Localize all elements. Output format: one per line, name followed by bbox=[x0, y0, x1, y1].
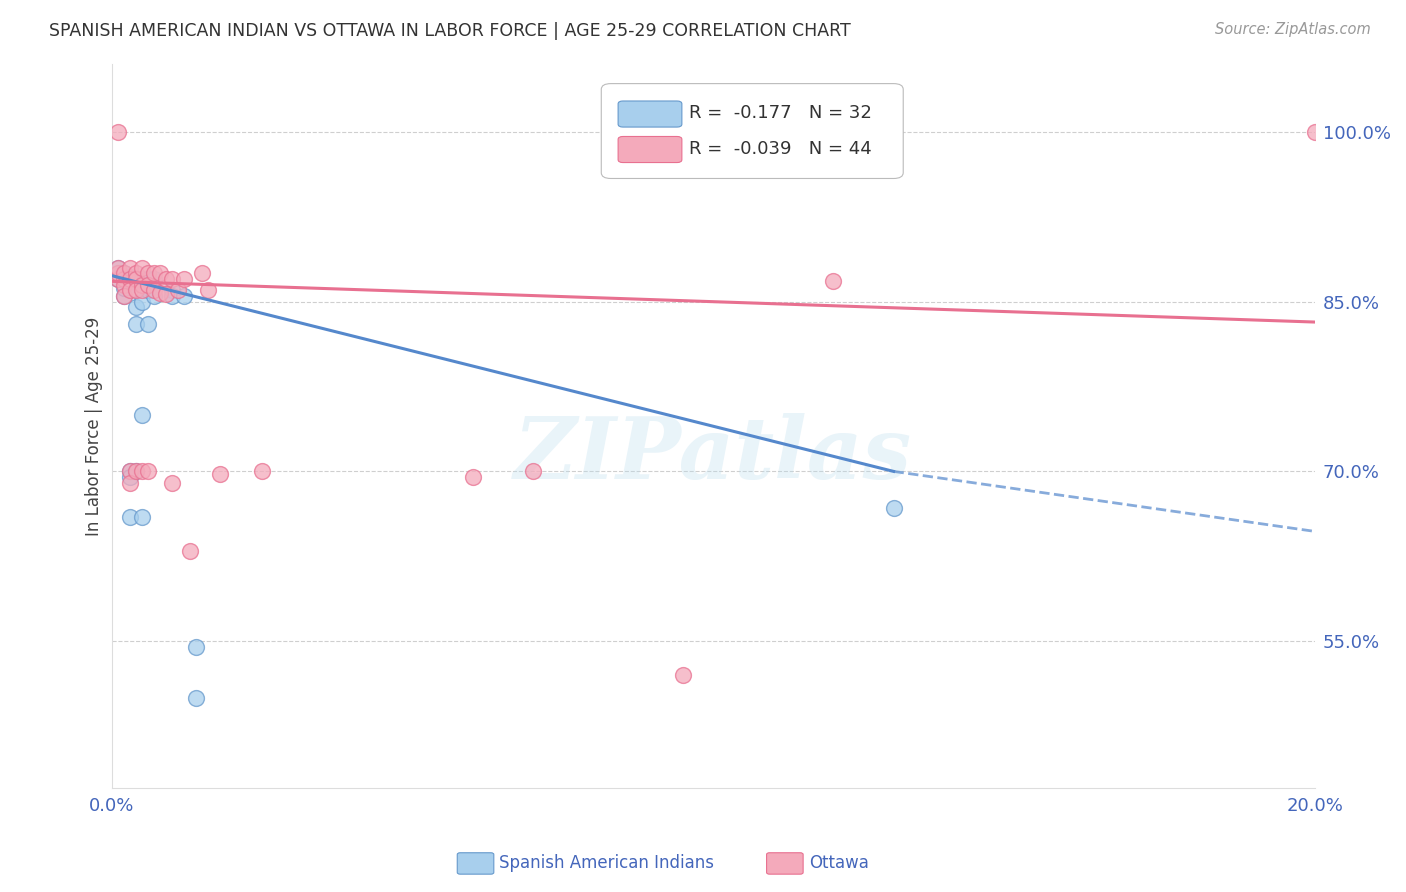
Point bbox=[160, 284, 183, 298]
Point bbox=[142, 266, 165, 280]
Point bbox=[118, 475, 141, 490]
Point bbox=[131, 272, 153, 286]
Point bbox=[179, 543, 201, 558]
Point bbox=[131, 509, 153, 524]
Point bbox=[112, 289, 135, 303]
Point bbox=[142, 284, 165, 298]
Point bbox=[125, 464, 148, 478]
Point bbox=[112, 289, 135, 303]
Point bbox=[131, 464, 153, 478]
Point bbox=[184, 640, 207, 654]
Point bbox=[155, 286, 177, 301]
Point bbox=[118, 470, 141, 484]
Point bbox=[118, 464, 141, 478]
Point bbox=[250, 464, 273, 478]
Point bbox=[112, 266, 135, 280]
Y-axis label: In Labor Force | Age 25-29: In Labor Force | Age 25-29 bbox=[86, 317, 103, 536]
Point bbox=[131, 260, 153, 275]
Point bbox=[1303, 125, 1326, 139]
Point bbox=[118, 509, 141, 524]
FancyBboxPatch shape bbox=[619, 136, 682, 162]
Point bbox=[208, 467, 231, 481]
Point bbox=[112, 272, 135, 286]
Point bbox=[136, 318, 159, 332]
Point bbox=[125, 272, 148, 286]
Text: ZIPatlas: ZIPatlas bbox=[515, 413, 912, 497]
Point bbox=[173, 289, 195, 303]
Point bbox=[107, 125, 129, 139]
Point bbox=[125, 464, 148, 478]
Point bbox=[883, 500, 905, 515]
Point bbox=[131, 277, 153, 292]
Point bbox=[107, 272, 129, 286]
FancyBboxPatch shape bbox=[602, 84, 903, 178]
Point bbox=[125, 272, 148, 286]
Point bbox=[142, 272, 165, 286]
Point bbox=[461, 470, 484, 484]
Point bbox=[131, 294, 153, 309]
Point bbox=[136, 464, 159, 478]
Point bbox=[197, 284, 219, 298]
Point bbox=[823, 274, 845, 288]
Point bbox=[107, 260, 129, 275]
Point bbox=[522, 464, 544, 478]
Text: Ottawa: Ottawa bbox=[808, 855, 869, 872]
Point bbox=[136, 266, 159, 280]
Point bbox=[125, 318, 148, 332]
Point bbox=[107, 272, 129, 286]
Point bbox=[125, 284, 148, 298]
Point bbox=[672, 668, 695, 682]
Point bbox=[125, 284, 148, 298]
Point bbox=[112, 272, 135, 286]
Point bbox=[136, 284, 159, 298]
Point bbox=[142, 289, 165, 303]
Point bbox=[107, 266, 129, 280]
Point bbox=[112, 281, 135, 295]
Point bbox=[160, 475, 183, 490]
Point bbox=[149, 266, 172, 280]
Point bbox=[184, 690, 207, 705]
Point bbox=[155, 272, 177, 286]
Point bbox=[107, 266, 129, 280]
Point bbox=[136, 277, 159, 292]
Point bbox=[160, 289, 183, 303]
Text: SPANISH AMERICAN INDIAN VS OTTAWA IN LABOR FORCE | AGE 25-29 CORRELATION CHART: SPANISH AMERICAN INDIAN VS OTTAWA IN LAB… bbox=[49, 22, 851, 40]
Point bbox=[125, 301, 148, 315]
Point bbox=[166, 284, 188, 298]
Point bbox=[118, 269, 141, 284]
Point bbox=[118, 260, 141, 275]
Point bbox=[136, 272, 159, 286]
Point bbox=[160, 272, 183, 286]
Point bbox=[118, 464, 141, 478]
Point bbox=[112, 266, 135, 280]
Text: R =  -0.039   N = 44: R = -0.039 N = 44 bbox=[689, 140, 872, 158]
Text: Spanish American Indians: Spanish American Indians bbox=[499, 855, 714, 872]
Point bbox=[107, 260, 129, 275]
Point bbox=[112, 277, 135, 292]
Point bbox=[191, 266, 214, 280]
Point bbox=[118, 284, 141, 298]
Point bbox=[173, 272, 195, 286]
Point bbox=[149, 285, 172, 300]
Text: R =  -0.177   N = 32: R = -0.177 N = 32 bbox=[689, 104, 872, 122]
Text: Source: ZipAtlas.com: Source: ZipAtlas.com bbox=[1215, 22, 1371, 37]
Point bbox=[118, 272, 141, 286]
Point bbox=[131, 408, 153, 422]
FancyBboxPatch shape bbox=[619, 101, 682, 127]
Point bbox=[131, 284, 153, 298]
Point bbox=[118, 274, 141, 288]
Point bbox=[125, 266, 148, 280]
